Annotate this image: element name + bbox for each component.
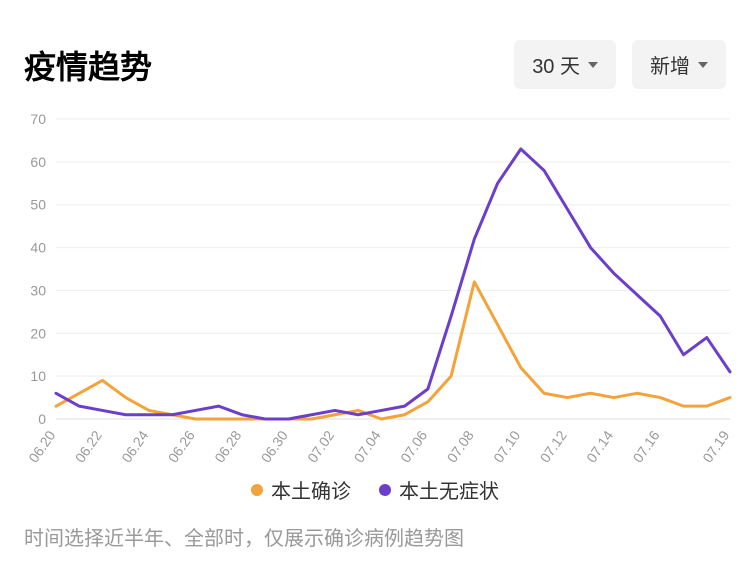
svg-text:70: 70: [30, 111, 46, 127]
svg-text:06.22: 06.22: [72, 427, 105, 465]
svg-text:50: 50: [30, 197, 46, 213]
page-title: 疫情趋势: [24, 42, 152, 88]
svg-text:07.14: 07.14: [583, 427, 616, 465]
legend-item-asymptomatic: 本土无症状: [379, 475, 499, 504]
chevron-down-icon: [698, 62, 708, 68]
chart-card: 疫情趋势 30 天 新增 0 10 20 30 40 50 60 70 06.20 06.22 06…: [0, 0, 750, 580]
svg-text:06.26: 06.26: [165, 427, 198, 465]
legend-label: 本土无症状: [399, 475, 499, 504]
metric-dropdown-label: 新增: [650, 50, 690, 79]
period-dropdown-label: 30 天: [532, 50, 580, 79]
legend-label: 本土确诊: [271, 475, 351, 504]
trend-chart: 0 10 20 30 40 50 60 70 06.20 06.22 06.24 06.26 06.28…: [0, 109, 750, 469]
svg-text:30: 30: [30, 282, 46, 298]
svg-text:07.16: 07.16: [630, 427, 663, 465]
legend-dot-icon: [379, 484, 391, 496]
svg-text:40: 40: [30, 240, 46, 256]
svg-text:20: 20: [30, 325, 46, 341]
footnote: 时间选择近半年、全部时，仅展示确诊病例趋势图: [0, 516, 750, 557]
svg-text:07.08: 07.08: [444, 427, 477, 465]
controls: 30 天 新增: [514, 40, 726, 89]
svg-text:07.19: 07.19: [699, 427, 732, 465]
svg-text:07.04: 07.04: [351, 427, 384, 465]
legend-item-confirmed: 本土确诊: [251, 475, 351, 504]
svg-text:06.24: 06.24: [118, 427, 151, 465]
svg-text:06.30: 06.30: [258, 427, 291, 465]
metric-dropdown[interactable]: 新增: [632, 40, 726, 89]
svg-text:10: 10: [30, 368, 46, 384]
chevron-down-icon: [588, 62, 598, 68]
legend: 本土确诊 本土无症状: [0, 469, 750, 516]
svg-text:06.20: 06.20: [25, 427, 58, 465]
chart-svg: 0 10 20 30 40 50 60 70 06.20 06.22 06.24 06.26 06.28…: [0, 109, 750, 469]
svg-text:07.02: 07.02: [304, 427, 337, 465]
period-dropdown[interactable]: 30 天: [514, 40, 616, 89]
header: 疫情趋势 30 天 新增: [0, 0, 750, 109]
svg-text:07.10: 07.10: [490, 427, 523, 465]
svg-text:07.12: 07.12: [537, 427, 570, 465]
svg-text:0: 0: [38, 411, 46, 427]
svg-text:07.06: 07.06: [397, 427, 430, 465]
svg-text:06.28: 06.28: [211, 427, 244, 465]
legend-dot-icon: [251, 484, 263, 496]
svg-text:60: 60: [30, 154, 46, 170]
